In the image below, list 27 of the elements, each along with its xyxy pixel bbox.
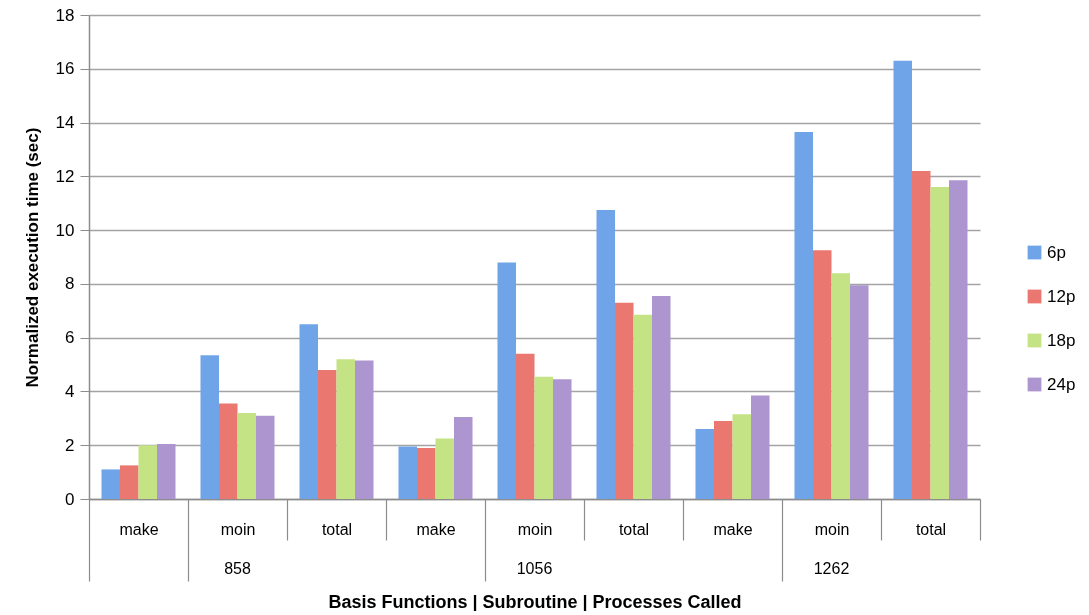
y-tick-label: 6 <box>65 328 75 348</box>
x-tick-label: moin <box>220 520 256 538</box>
legend-label: 6p <box>1047 242 1066 262</box>
x-tick-label: total <box>915 520 947 538</box>
y-tick-label: 10 <box>55 220 75 240</box>
y-tick-label: 2 <box>65 435 75 455</box>
legend-label: 18p <box>1047 330 1076 350</box>
legend-label: 24p <box>1047 374 1076 394</box>
y-tick-label: 14 <box>55 113 75 133</box>
x-tick-label: make <box>713 520 753 538</box>
text: 1056 <box>516 560 553 577</box>
text: 858 <box>224 560 251 577</box>
x-tick-label: total <box>321 520 353 538</box>
x-tick-label: moin <box>517 520 553 538</box>
y-tick-label: 4 <box>65 381 75 401</box>
y-tick-label: 0 <box>65 489 75 509</box>
legend-label: 12p <box>1047 286 1076 306</box>
y-tick-label: 18 <box>55 5 75 25</box>
y-axis-title: Normalized execution time (sec) <box>22 127 42 388</box>
y-tick-label: 12 <box>55 166 75 186</box>
y-tick-label: 8 <box>65 274 75 294</box>
x-tick-label: make <box>119 520 159 538</box>
x-tick-label: moin <box>814 520 850 538</box>
x-tick-label: total <box>618 520 650 538</box>
y-tick-label: 16 <box>55 59 75 79</box>
text: 1262 <box>813 560 850 577</box>
x-tick-label: make <box>416 520 456 538</box>
